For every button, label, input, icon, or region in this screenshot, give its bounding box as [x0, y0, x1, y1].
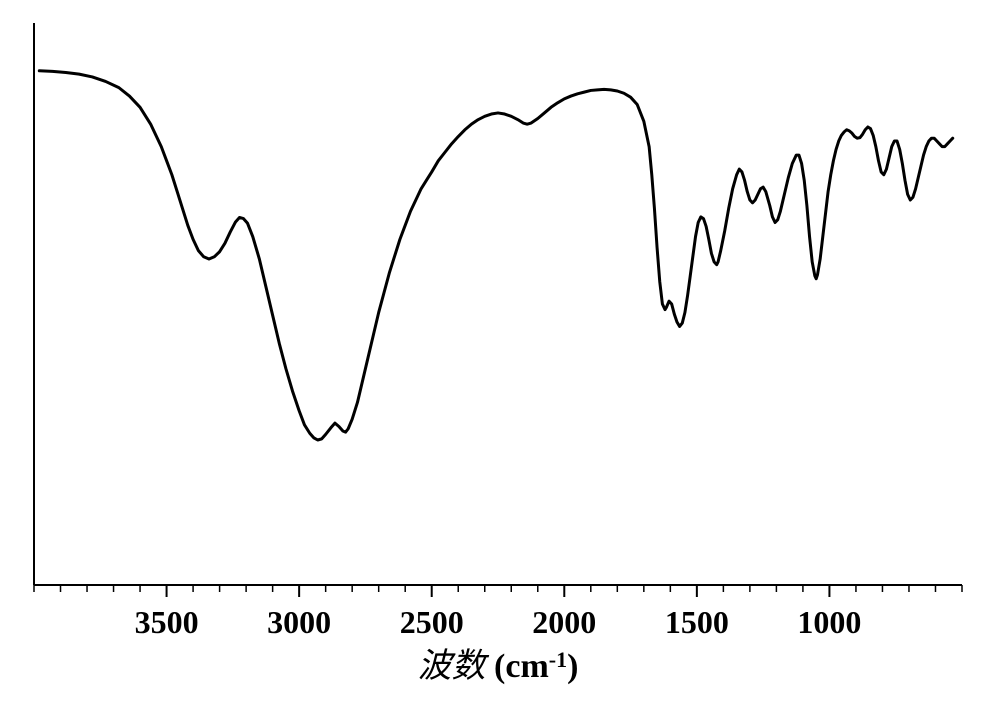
- svg-text:2000: 2000: [532, 604, 596, 640]
- svg-text:3000: 3000: [267, 604, 331, 640]
- chart-svg: 350030002500200015001000波数 (cm-1): [0, 0, 1000, 701]
- svg-text:3500: 3500: [135, 604, 199, 640]
- ir-spectrum-chart: 350030002500200015001000波数 (cm-1): [0, 0, 1000, 701]
- svg-text:2500: 2500: [400, 604, 464, 640]
- svg-text:1500: 1500: [665, 604, 729, 640]
- svg-text:1000: 1000: [797, 604, 861, 640]
